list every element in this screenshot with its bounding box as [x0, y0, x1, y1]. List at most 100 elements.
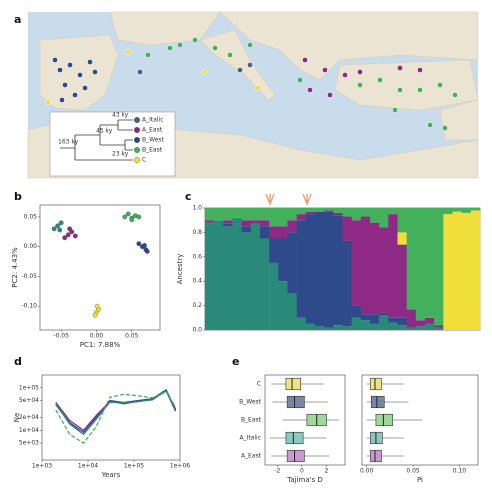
point — [94, 303, 100, 309]
box — [285, 377, 301, 391]
x-axis-title: Years — [101, 471, 121, 479]
map-point — [297, 77, 303, 83]
y-axis-title: Ne — [13, 413, 21, 423]
ancestry-segment — [434, 325, 444, 328]
y-tick-label: 0.0 — [192, 327, 202, 334]
ancestry-segment — [223, 220, 233, 224]
legend-label: A_Italic — [142, 117, 164, 124]
ancestry-segment — [260, 220, 270, 227]
y-tick-label: 5e+04 — [19, 397, 39, 404]
ancestry-segment — [342, 326, 352, 330]
ancestry-segment — [351, 317, 362, 330]
legend-label: A_East — [142, 127, 163, 134]
ancestry-segment — [397, 232, 407, 245]
tree-age: 43 ky — [112, 112, 129, 119]
land — [199, 29, 276, 101]
ancestry-segment — [434, 208, 444, 326]
ne-line — [55, 389, 177, 436]
map-point — [392, 107, 398, 113]
map-point — [322, 67, 328, 73]
tree-age: 163 ky — [58, 139, 79, 146]
ancestry-segment — [324, 327, 334, 330]
ancestry-segment — [434, 327, 444, 330]
ancestry-segment — [397, 208, 407, 233]
y-tick-label: 0.4 — [192, 278, 202, 285]
ancestry-segment — [351, 208, 362, 221]
ancestry-segment — [250, 220, 261, 224]
x-tick-label: 1e+04 — [78, 463, 98, 470]
x-tick-label: -0.05 — [53, 333, 69, 340]
legend-label: B_East — [142, 147, 163, 154]
ancestry-segment — [296, 214, 307, 221]
ancestry-segment — [214, 208, 224, 221]
point — [122, 214, 128, 220]
ancestry-segment — [278, 208, 288, 227]
ancestry-segment — [406, 327, 417, 330]
land — [219, 11, 479, 81]
map-point — [92, 69, 98, 75]
ancestry-segment — [315, 326, 325, 330]
ancestry-segment — [425, 208, 435, 318]
ancestry-segment — [287, 208, 297, 221]
ancestry-segment — [406, 208, 417, 310]
map-point — [167, 45, 173, 51]
admixture-arrows — [265, 193, 312, 206]
map-point — [52, 57, 58, 63]
ancestry-segment — [461, 208, 472, 213]
ancestry-segment — [296, 220, 307, 318]
map-point — [452, 92, 458, 98]
x-tick-label: -2 — [274, 468, 280, 475]
ancestry-segment — [470, 210, 481, 330]
ancestry-segment — [296, 208, 307, 215]
arrow — [265, 193, 275, 206]
map-point — [62, 82, 68, 88]
y-tick-label: 1e+05 — [19, 384, 39, 391]
map-point — [192, 37, 198, 43]
ancestry-segment — [305, 323, 316, 330]
box — [370, 377, 382, 391]
ancestry-segment — [461, 212, 472, 330]
ancestry-segment — [250, 208, 261, 221]
y-tick-label: 0.2 — [192, 302, 202, 309]
map-point — [247, 42, 253, 48]
map-point — [247, 62, 253, 68]
ancestry-segment — [379, 315, 389, 330]
map — [27, 11, 479, 179]
ancestry-segment — [287, 232, 297, 294]
ancestry-segment — [278, 226, 288, 239]
ancestry-segment — [470, 208, 481, 211]
panel-label: b — [14, 190, 22, 203]
map-point — [417, 67, 423, 73]
ancestry-segment — [260, 226, 270, 239]
ancestry-segment — [342, 240, 352, 327]
tree — [60, 119, 133, 161]
x-tick-label: 0.00 — [360, 468, 374, 475]
x-tick-label: 1e+05 — [124, 463, 144, 470]
y-tick-label: 0.6 — [192, 253, 202, 260]
map-point — [255, 85, 261, 91]
map-point — [327, 92, 333, 98]
point — [142, 243, 147, 248]
legend-swatch — [134, 127, 140, 133]
ancestry-segment — [379, 227, 389, 313]
map-point — [357, 69, 363, 75]
map-point — [177, 42, 183, 48]
x-tick-label: 0.00 — [90, 333, 104, 340]
ancestry-segment — [223, 223, 233, 227]
ancestry-segment — [324, 210, 334, 212]
plot-frame — [264, 374, 346, 466]
category-label: A_East — [241, 453, 262, 460]
x-tick-label: 1e+03 — [32, 463, 52, 470]
point — [58, 220, 64, 226]
panel-label: c — [185, 190, 192, 203]
legend-swatch — [134, 157, 140, 163]
ancestry-segment — [241, 232, 252, 330]
legend-label: C — [142, 157, 146, 164]
map-point — [77, 72, 83, 78]
map-point — [417, 87, 423, 93]
ancestry-segment — [287, 220, 297, 233]
ancestry-segment — [388, 214, 398, 318]
x-tick-label: 2 — [325, 468, 329, 475]
point — [57, 227, 63, 233]
ancestry-segment — [360, 208, 371, 217]
